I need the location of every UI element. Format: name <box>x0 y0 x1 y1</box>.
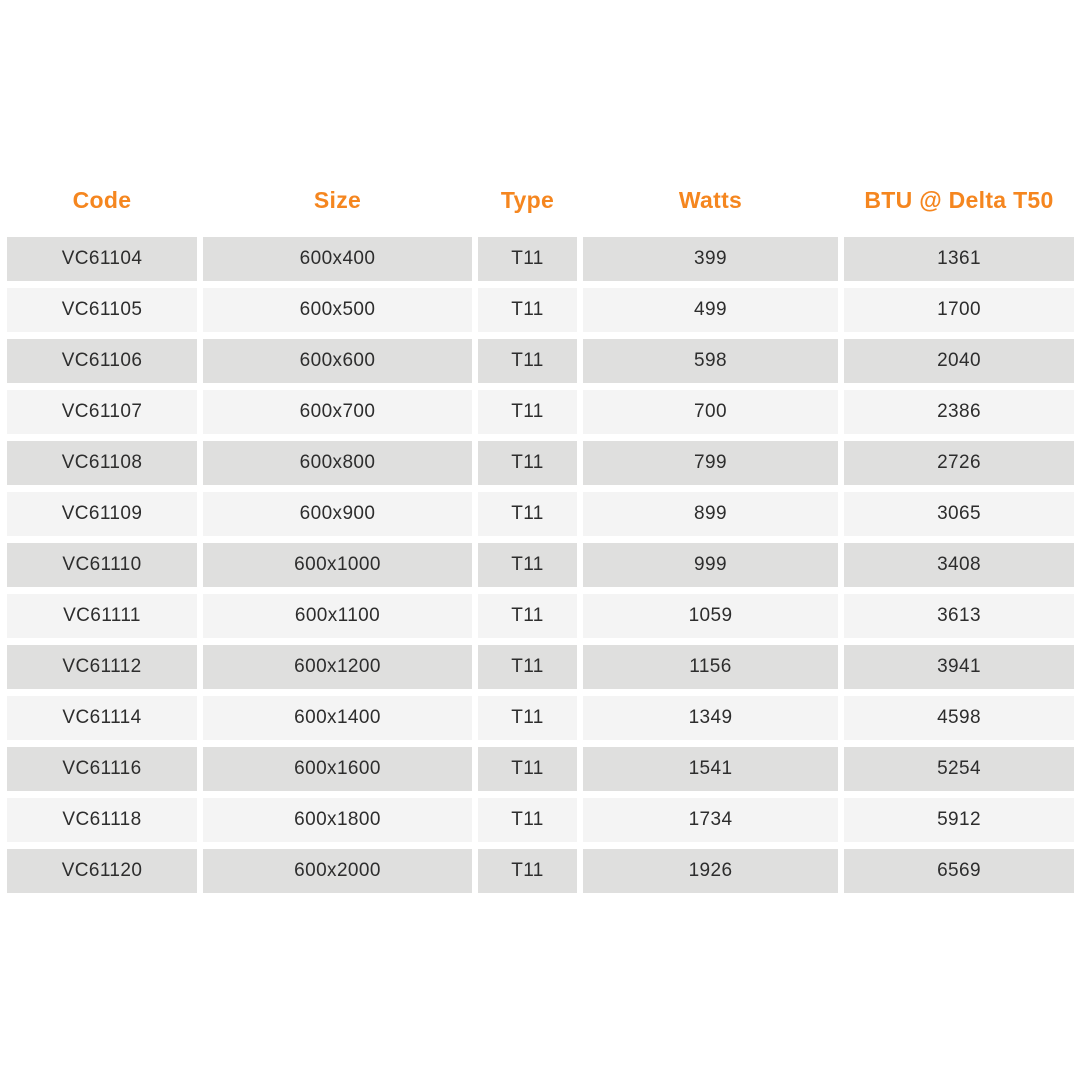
table-cell-code: VC61111 <box>7 594 197 638</box>
table-cell-watts: 899 <box>583 492 838 536</box>
table-row: VC61120 600x2000 T11 1926 6569 <box>7 849 1074 893</box>
table-row: VC61112 600x1200 T11 1156 3941 <box>7 645 1074 689</box>
column-header-size: Size <box>313 186 362 213</box>
table-cell-code: VC61116 <box>7 747 197 791</box>
table-cell-code: VC61110 <box>7 543 197 587</box>
table-cell-code: VC61105 <box>7 288 197 332</box>
table-cell-type: T11 <box>478 441 577 485</box>
table-cell-type: T11 <box>478 237 577 281</box>
table-cell-code: VC61104 <box>7 237 197 281</box>
table-row: VC61104 600x400 T11 399 1361 <box>7 237 1074 281</box>
table-cell-size: 600x1200 <box>203 645 472 689</box>
table-cell-type: T11 <box>478 747 577 791</box>
table-cell-watts: 1541 <box>583 747 838 791</box>
table-cell-watts: 1926 <box>583 849 838 893</box>
table-cell-type: T11 <box>478 594 577 638</box>
table-cell-size: 600x400 <box>203 237 472 281</box>
table-cell-btu: 3941 <box>844 645 1074 689</box>
table-cell-size: 600x1800 <box>203 798 472 842</box>
table-cell-code: VC61112 <box>7 645 197 689</box>
column-header-btu: BTU @ Delta T50 <box>864 186 1054 213</box>
table-cell-type: T11 <box>478 849 577 893</box>
table-cell-type: T11 <box>478 798 577 842</box>
column-header-type: Type <box>500 186 555 213</box>
table-cell-btu: 6569 <box>844 849 1074 893</box>
table-row: VC61105 600x500 T11 499 1700 <box>7 288 1074 332</box>
table-cell-btu: 3065 <box>844 492 1074 536</box>
table-cell-type: T11 <box>478 492 577 536</box>
table-cell-watts: 700 <box>583 390 838 434</box>
table-row: VC61110 600x1000 T11 999 3408 <box>7 543 1074 587</box>
table-cell-type: T11 <box>478 696 577 740</box>
table-row: VC61108 600x800 T11 799 2726 <box>7 441 1074 485</box>
table-row: VC61116 600x1600 T11 1541 5254 <box>7 747 1074 791</box>
table-cell-code: VC61107 <box>7 390 197 434</box>
table-row: VC61107 600x700 T11 700 2386 <box>7 390 1074 434</box>
table-cell-size: 600x1000 <box>203 543 472 587</box>
table-cell-watts: 1059 <box>583 594 838 638</box>
table-cell-btu: 2726 <box>844 441 1074 485</box>
table-cell-watts: 1349 <box>583 696 838 740</box>
table-cell-type: T11 <box>478 543 577 587</box>
table-cell-size: 600x700 <box>203 390 472 434</box>
table-cell-size: 600x800 <box>203 441 472 485</box>
table-cell-btu: 2386 <box>844 390 1074 434</box>
table-cell-watts: 499 <box>583 288 838 332</box>
table-cell-type: T11 <box>478 390 577 434</box>
table-header-row: Code Size Type Watts BTU @ Delta T50 <box>7 186 1074 214</box>
table-row: VC61106 600x600 T11 598 2040 <box>7 339 1074 383</box>
table-cell-btu: 1361 <box>844 237 1074 281</box>
table-cell-watts: 1734 <box>583 798 838 842</box>
table-cell-size: 600x600 <box>203 339 472 383</box>
table-cell-size: 600x1600 <box>203 747 472 791</box>
table-cell-btu: 4598 <box>844 696 1074 740</box>
table-row: VC61109 600x900 T11 899 3065 <box>7 492 1074 536</box>
table-cell-code: VC61114 <box>7 696 197 740</box>
table-row: VC61118 600x1800 T11 1734 5912 <box>7 798 1074 842</box>
table-cell-watts: 1156 <box>583 645 838 689</box>
table-cell-type: T11 <box>478 288 577 332</box>
column-header-code: Code <box>72 186 132 213</box>
table-cell-code: VC61106 <box>7 339 197 383</box>
table-cell-watts: 999 <box>583 543 838 587</box>
table-row: VC61111 600x1100 T11 1059 3613 <box>7 594 1074 638</box>
table-row: VC61114 600x1400 T11 1349 4598 <box>7 696 1074 740</box>
table-body: VC61104 600x400 T11 399 1361 VC61105 600x500 T1… <box>7 237 1074 893</box>
table-cell-code: VC61108 <box>7 441 197 485</box>
table-cell-size: 600x500 <box>203 288 472 332</box>
spec-table: Code Size Type Watts BTU @ Delta T50 VC61104… <box>7 186 1074 900</box>
table-cell-type: T11 <box>478 339 577 383</box>
table-cell-code: VC61109 <box>7 492 197 536</box>
table-cell-watts: 598 <box>583 339 838 383</box>
table-cell-code: VC61120 <box>7 849 197 893</box>
column-header-watts: Watts <box>678 186 743 213</box>
table-cell-type: T11 <box>478 645 577 689</box>
table-cell-code: VC61118 <box>7 798 197 842</box>
table-cell-size: 600x1100 <box>203 594 472 638</box>
table-cell-watts: 399 <box>583 237 838 281</box>
table-cell-watts: 799 <box>583 441 838 485</box>
table-cell-btu: 5912 <box>844 798 1074 842</box>
table-cell-btu: 3408 <box>844 543 1074 587</box>
table-cell-btu: 3613 <box>844 594 1074 638</box>
table-cell-btu: 1700 <box>844 288 1074 332</box>
table-cell-size: 600x2000 <box>203 849 472 893</box>
table-cell-size: 600x1400 <box>203 696 472 740</box>
table-cell-btu: 2040 <box>844 339 1074 383</box>
table-cell-size: 600x900 <box>203 492 472 536</box>
table-cell-btu: 5254 <box>844 747 1074 791</box>
